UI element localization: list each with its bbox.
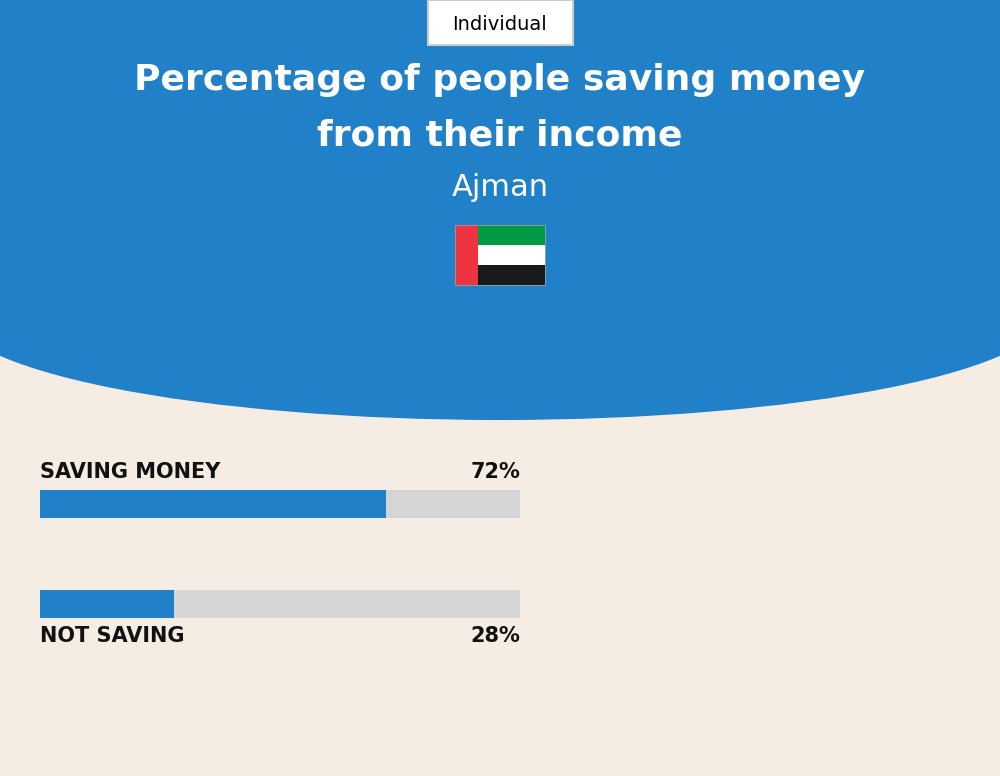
- FancyBboxPatch shape: [40, 490, 386, 518]
- Text: Percentage of people saving money: Percentage of people saving money: [134, 63, 866, 97]
- FancyBboxPatch shape: [455, 225, 478, 285]
- Text: Ajman: Ajman: [451, 174, 549, 203]
- Text: from their income: from their income: [317, 118, 683, 152]
- FancyBboxPatch shape: [478, 225, 545, 245]
- FancyBboxPatch shape: [40, 590, 520, 618]
- Text: 28%: 28%: [470, 626, 520, 646]
- FancyBboxPatch shape: [428, 0, 572, 45]
- FancyBboxPatch shape: [40, 490, 520, 518]
- FancyBboxPatch shape: [0, 0, 1000, 310]
- Text: 72%: 72%: [470, 462, 520, 482]
- Text: NOT SAVING: NOT SAVING: [40, 626, 184, 646]
- Ellipse shape: [0, 200, 1000, 420]
- FancyBboxPatch shape: [478, 245, 545, 265]
- FancyBboxPatch shape: [478, 265, 545, 285]
- FancyBboxPatch shape: [40, 590, 174, 618]
- Text: Individual: Individual: [453, 15, 547, 33]
- Text: SAVING MONEY: SAVING MONEY: [40, 462, 220, 482]
